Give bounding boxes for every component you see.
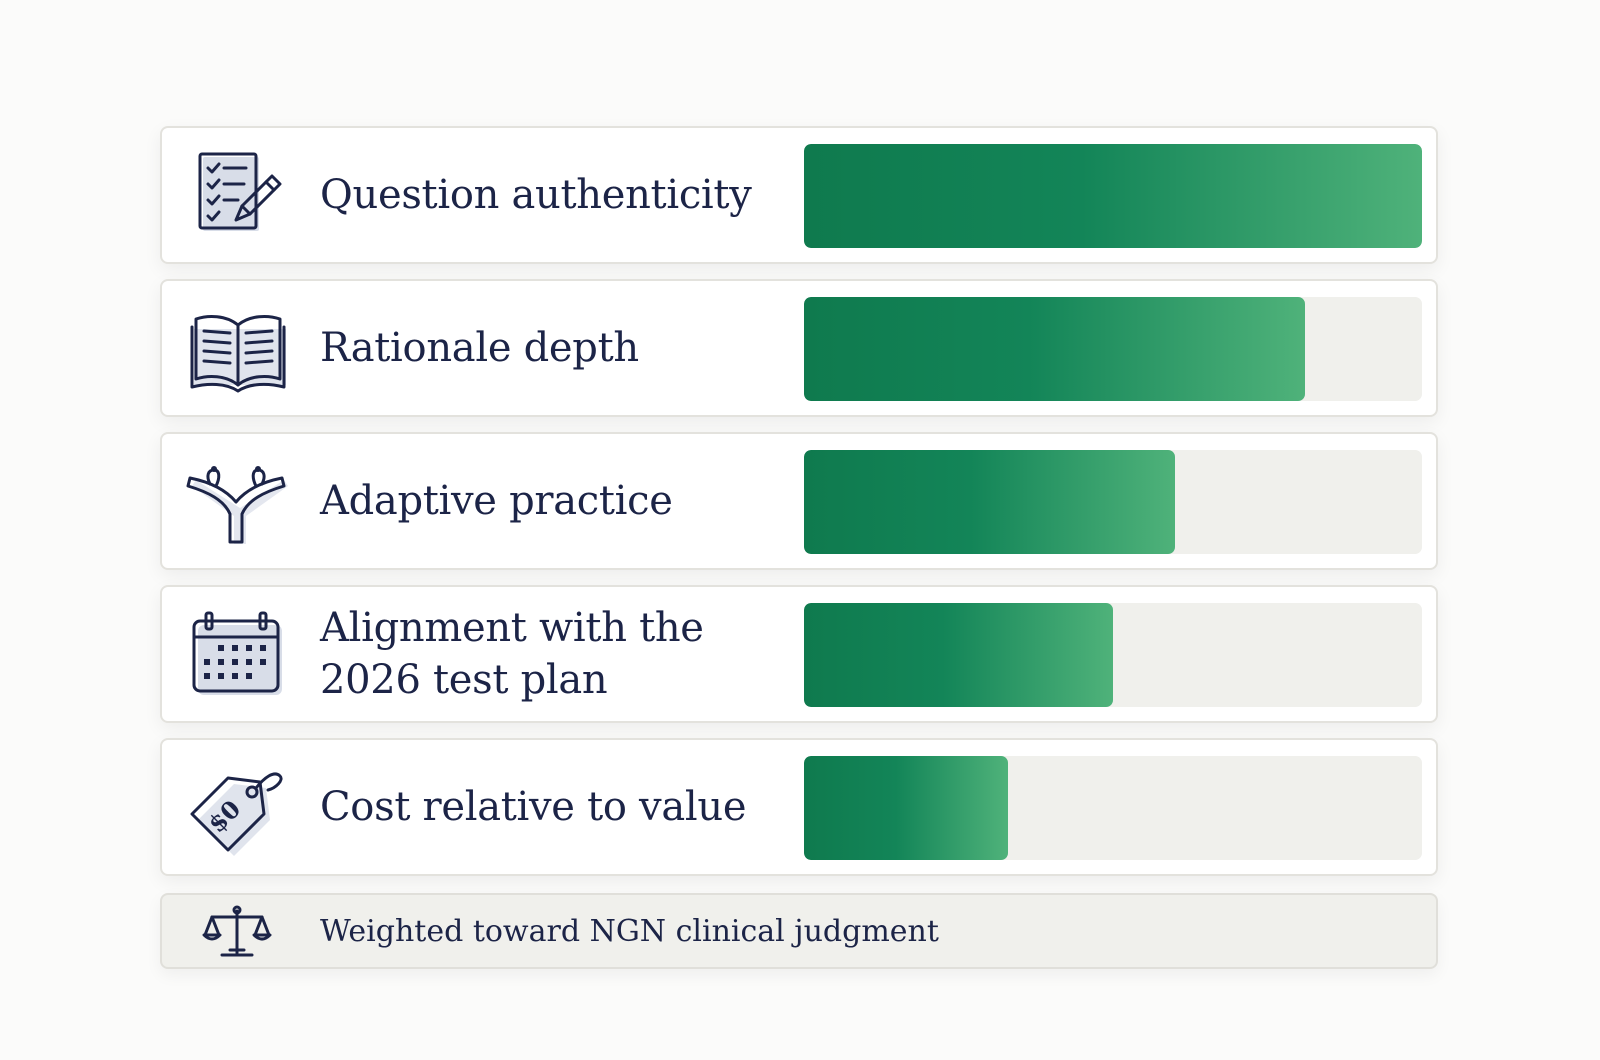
weighting-note: Weighted toward NGN clinical judgment [160, 893, 1438, 969]
criterion-row: Question authenticity [160, 126, 1438, 264]
bar-fill [804, 144, 1422, 248]
criterion-label-line: Alignment with the [320, 605, 704, 651]
criterion-label-line: Rationale depth [320, 325, 639, 371]
bar-fill [804, 603, 1113, 707]
criterion-label: Adaptive practice [320, 434, 780, 568]
bar-track [804, 144, 1422, 248]
criterion-row: $0 Cost relative to value [160, 738, 1438, 876]
open-book-icon [188, 303, 288, 395]
price-tag-icon: $0 [188, 762, 288, 856]
bar-track [804, 297, 1422, 401]
criterion-row: Adaptive practice [160, 432, 1438, 570]
criterion-label: Alignment with the 2026 test plan [320, 587, 780, 721]
criterion-label: Cost relative to value [320, 740, 780, 874]
bar-fill [804, 450, 1175, 554]
criterion-label-line: Question authenticity [320, 172, 752, 218]
criterion-row: Alignment with the 2026 test plan [160, 585, 1438, 723]
criterion-label: Question authenticity [320, 128, 780, 262]
bar-track [804, 603, 1422, 707]
criterion-label-line: Adaptive practice [320, 478, 673, 524]
criterion-label-line: 2026 test plan [320, 657, 608, 703]
calendar-icon [188, 609, 288, 701]
branching-paths-icon [186, 456, 288, 548]
criteria-rows: Question authenticity [160, 126, 1438, 891]
weighting-note-text: Weighted toward NGN clinical judgment [320, 913, 939, 949]
criterion-row: Rationale depth [160, 279, 1438, 417]
bar-fill [804, 756, 1008, 860]
balance-scale-icon [202, 903, 272, 961]
checklist-pencil-icon [188, 150, 288, 242]
criterion-label-line: Cost relative to value [320, 784, 747, 830]
bar-track [804, 756, 1422, 860]
bar-track [804, 450, 1422, 554]
bar-fill [804, 297, 1305, 401]
criterion-label: Rationale depth [320, 281, 780, 415]
